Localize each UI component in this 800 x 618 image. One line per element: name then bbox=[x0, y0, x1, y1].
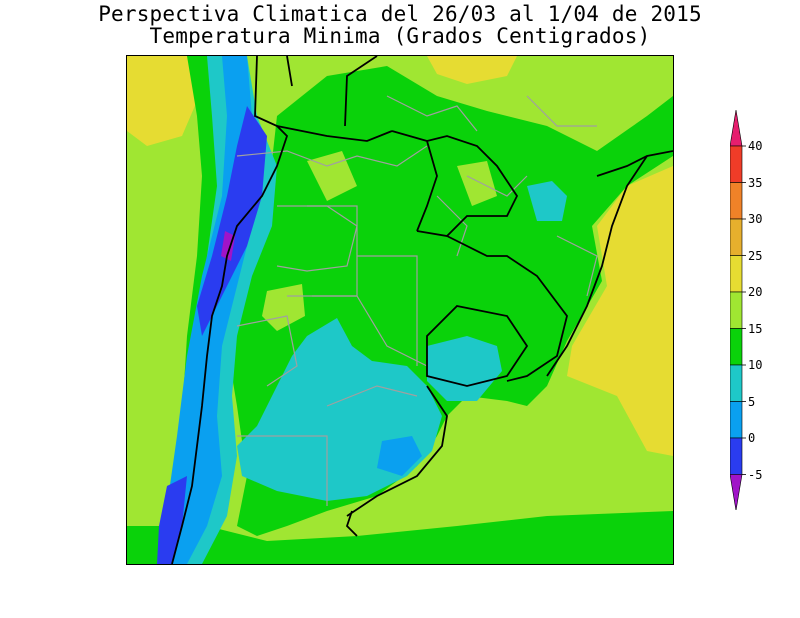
legend-label-15: 15 bbox=[748, 321, 763, 336]
legend-swatch-5 bbox=[730, 364, 743, 402]
map-subtitle: Temperatura Minima (Grados Centigrados) bbox=[149, 24, 651, 48]
temperature-map-svg bbox=[127, 56, 673, 564]
legend-swatch-20 bbox=[730, 255, 743, 293]
zone-20-25-nw bbox=[127, 56, 197, 146]
zone-below-0-south bbox=[157, 476, 187, 564]
legend-label-40: 40 bbox=[748, 139, 763, 153]
legend-label-30: 30 bbox=[748, 212, 763, 226]
legend-label-25: 25 bbox=[748, 248, 763, 263]
legend-above-max-triangle bbox=[730, 110, 743, 147]
zone-below-minus5 bbox=[221, 231, 235, 261]
legend-below-min-triangle bbox=[730, 474, 743, 510]
legend-label-10: 10 bbox=[748, 358, 763, 372]
country-borders bbox=[171, 56, 673, 564]
zone-5-10-uruguay bbox=[427, 336, 502, 401]
legend-label--5: -5 bbox=[748, 467, 763, 482]
zone-20-25-north bbox=[427, 56, 517, 84]
province-borders bbox=[236, 95, 598, 506]
temperature-map bbox=[126, 55, 674, 565]
temperature-legend: 40 35 30 25 20 15 10 5 0 -5 bbox=[730, 110, 800, 510]
zone-10-15-south bbox=[127, 511, 673, 564]
legend-swatch-35 bbox=[730, 145, 743, 183]
zone-below-0-north bbox=[197, 106, 267, 336]
legend-label-0: 0 bbox=[748, 431, 756, 445]
legend-label-20: 20 bbox=[748, 285, 763, 299]
zone-5-10-brazil bbox=[527, 181, 567, 221]
zone-0-5-pampas bbox=[377, 436, 422, 476]
legend-swatch--5 bbox=[730, 437, 743, 475]
legend-swatch-10 bbox=[730, 328, 743, 366]
zone-20-25-atlantic bbox=[567, 166, 673, 456]
legend-colorbar bbox=[730, 110, 746, 510]
legend-swatch-0 bbox=[730, 401, 743, 439]
legend-label-35: 35 bbox=[748, 175, 763, 190]
legend-swatch-25 bbox=[730, 218, 743, 256]
legend-swatch-15 bbox=[730, 291, 743, 329]
map-title: Perspectiva Climatica del 26/03 al 1/04 … bbox=[98, 2, 702, 26]
legend-label-5: 5 bbox=[748, 394, 756, 409]
zone-15-20-patch-b bbox=[457, 161, 497, 206]
legend-swatch-30 bbox=[730, 182, 743, 220]
